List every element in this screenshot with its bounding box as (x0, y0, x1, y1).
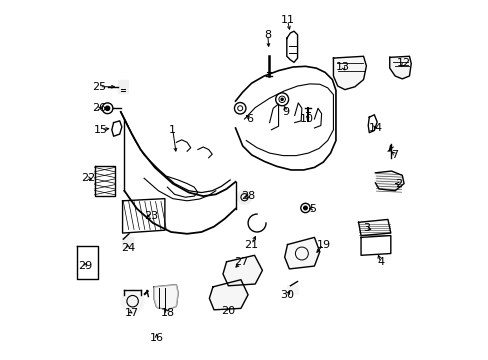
Text: 23: 23 (144, 211, 158, 221)
Text: 25: 25 (92, 82, 106, 92)
Circle shape (105, 106, 109, 111)
Text: 10: 10 (300, 114, 314, 124)
Text: 3: 3 (362, 224, 369, 233)
Polygon shape (333, 56, 366, 90)
Text: 24: 24 (121, 243, 135, 253)
Circle shape (303, 206, 306, 210)
Text: 5: 5 (308, 204, 315, 214)
Text: 9: 9 (282, 107, 289, 117)
Text: 18: 18 (160, 308, 174, 318)
Text: 30: 30 (280, 290, 294, 300)
Text: 22: 22 (81, 173, 96, 183)
Text: 16: 16 (149, 333, 163, 343)
Circle shape (237, 190, 251, 204)
Polygon shape (389, 56, 410, 79)
Circle shape (281, 98, 283, 100)
Polygon shape (284, 237, 319, 269)
Bar (109, 262, 201, 333)
Text: 15: 15 (94, 125, 108, 135)
Polygon shape (209, 280, 247, 310)
Text: 17: 17 (124, 308, 138, 318)
Text: 7: 7 (391, 150, 398, 160)
Text: 20: 20 (221, 306, 235, 316)
Text: 8: 8 (264, 30, 271, 40)
Text: 12: 12 (396, 58, 410, 68)
Circle shape (121, 290, 144, 313)
Text: 6: 6 (246, 114, 253, 124)
Polygon shape (375, 171, 403, 191)
Polygon shape (358, 220, 390, 235)
Polygon shape (154, 285, 178, 310)
Text: 13: 13 (335, 62, 349, 72)
Text: 4: 4 (376, 257, 384, 267)
Text: 21: 21 (244, 239, 258, 249)
Bar (118, 80, 128, 93)
Text: 28: 28 (241, 191, 255, 201)
Text: 11: 11 (280, 15, 294, 26)
Text: 27: 27 (233, 257, 247, 267)
Text: 2: 2 (394, 179, 402, 189)
Text: 29: 29 (78, 261, 92, 271)
Text: 26: 26 (92, 103, 106, 113)
Text: 19: 19 (316, 239, 330, 249)
Polygon shape (223, 255, 262, 286)
Bar (122, 237, 133, 247)
Text: 1: 1 (169, 125, 176, 135)
Bar (286, 285, 298, 294)
Text: 14: 14 (367, 123, 382, 133)
